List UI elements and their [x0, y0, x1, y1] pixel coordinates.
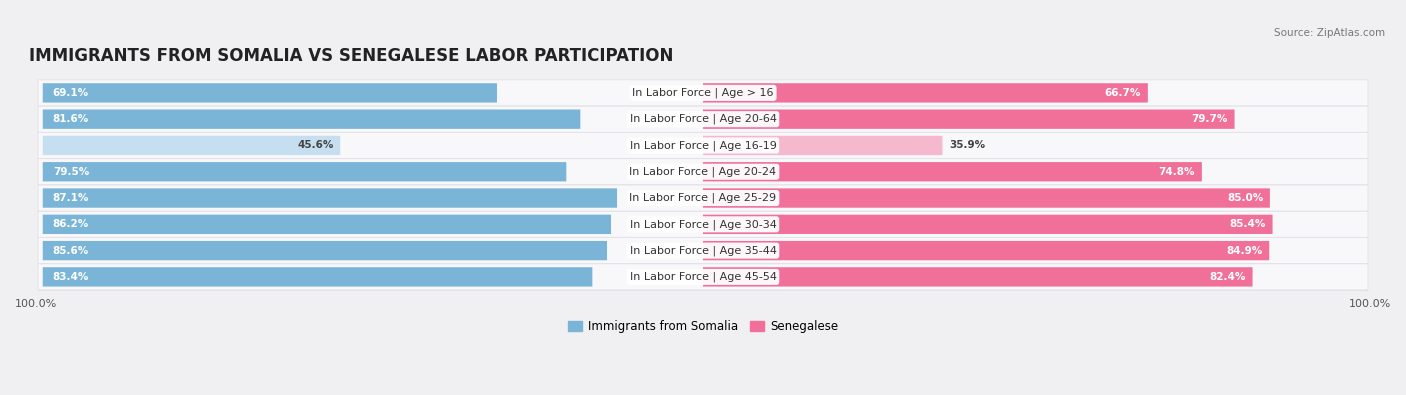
Text: In Labor Force | Age 25-29: In Labor Force | Age 25-29	[630, 193, 776, 203]
FancyBboxPatch shape	[38, 185, 1368, 211]
Text: In Labor Force | Age 20-64: In Labor Force | Age 20-64	[630, 114, 776, 124]
FancyBboxPatch shape	[703, 109, 1234, 129]
Text: 79.5%: 79.5%	[53, 167, 89, 177]
Text: 84.9%: 84.9%	[1226, 246, 1263, 256]
FancyBboxPatch shape	[703, 188, 1270, 208]
Text: 86.2%: 86.2%	[53, 219, 89, 229]
FancyBboxPatch shape	[38, 186, 1368, 212]
FancyBboxPatch shape	[38, 212, 1368, 238]
FancyBboxPatch shape	[42, 267, 592, 286]
FancyBboxPatch shape	[703, 241, 1270, 260]
FancyBboxPatch shape	[38, 160, 1368, 185]
FancyBboxPatch shape	[38, 106, 1368, 132]
FancyBboxPatch shape	[703, 136, 942, 155]
Text: Source: ZipAtlas.com: Source: ZipAtlas.com	[1274, 28, 1385, 38]
Text: 45.6%: 45.6%	[297, 141, 333, 150]
FancyBboxPatch shape	[38, 237, 1368, 263]
FancyBboxPatch shape	[703, 214, 1272, 234]
FancyBboxPatch shape	[703, 267, 1253, 286]
FancyBboxPatch shape	[38, 132, 1368, 158]
FancyBboxPatch shape	[42, 188, 617, 208]
Text: In Labor Force | Age 16-19: In Labor Force | Age 16-19	[630, 140, 776, 151]
Text: 87.1%: 87.1%	[53, 193, 89, 203]
FancyBboxPatch shape	[42, 241, 607, 260]
FancyBboxPatch shape	[38, 264, 1368, 290]
Text: 79.7%: 79.7%	[1191, 114, 1227, 124]
Text: In Labor Force | Age > 16: In Labor Force | Age > 16	[633, 88, 773, 98]
FancyBboxPatch shape	[38, 238, 1368, 264]
FancyBboxPatch shape	[38, 81, 1368, 107]
Text: 83.4%: 83.4%	[53, 272, 89, 282]
FancyBboxPatch shape	[42, 83, 496, 103]
Text: In Labor Force | Age 20-24: In Labor Force | Age 20-24	[630, 167, 776, 177]
FancyBboxPatch shape	[38, 211, 1368, 237]
Text: 35.9%: 35.9%	[949, 141, 986, 150]
FancyBboxPatch shape	[703, 162, 1202, 181]
FancyBboxPatch shape	[42, 109, 581, 129]
Text: 85.4%: 85.4%	[1229, 219, 1265, 229]
FancyBboxPatch shape	[703, 83, 1147, 103]
Text: In Labor Force | Age 45-54: In Labor Force | Age 45-54	[630, 272, 776, 282]
Text: 66.7%: 66.7%	[1105, 88, 1142, 98]
Legend: Immigrants from Somalia, Senegalese: Immigrants from Somalia, Senegalese	[564, 316, 842, 338]
FancyBboxPatch shape	[38, 107, 1368, 133]
FancyBboxPatch shape	[42, 136, 340, 155]
FancyBboxPatch shape	[42, 162, 567, 181]
Text: 69.1%: 69.1%	[53, 88, 89, 98]
Text: 82.4%: 82.4%	[1209, 272, 1246, 282]
FancyBboxPatch shape	[38, 133, 1368, 159]
FancyBboxPatch shape	[38, 265, 1368, 291]
Text: In Labor Force | Age 35-44: In Labor Force | Age 35-44	[630, 245, 776, 256]
Text: 85.6%: 85.6%	[53, 246, 89, 256]
Text: 85.0%: 85.0%	[1227, 193, 1263, 203]
FancyBboxPatch shape	[42, 214, 612, 234]
Text: 74.8%: 74.8%	[1159, 167, 1195, 177]
FancyBboxPatch shape	[38, 80, 1368, 106]
Text: IMMIGRANTS FROM SOMALIA VS SENEGALESE LABOR PARTICIPATION: IMMIGRANTS FROM SOMALIA VS SENEGALESE LA…	[30, 47, 673, 65]
FancyBboxPatch shape	[38, 159, 1368, 185]
Text: 81.6%: 81.6%	[53, 114, 89, 124]
Text: In Labor Force | Age 30-34: In Labor Force | Age 30-34	[630, 219, 776, 229]
